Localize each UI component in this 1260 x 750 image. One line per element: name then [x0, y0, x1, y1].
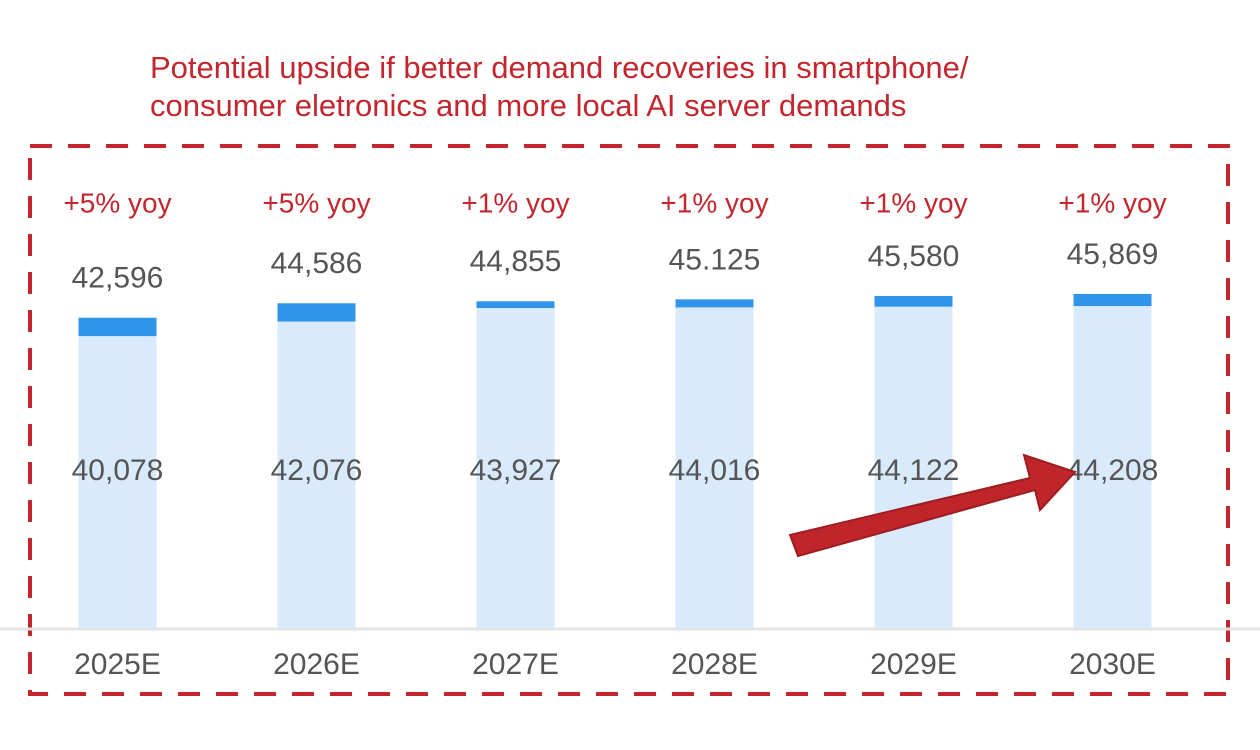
x-tick-label: 2030E [1069, 648, 1156, 681]
x-tick-label: 2027E [472, 648, 559, 681]
value-label: 45,869 [1067, 238, 1159, 271]
value-label: 40,078 [72, 454, 164, 487]
value-label: 44,122 [868, 454, 960, 487]
value-label: 42,076 [271, 454, 363, 487]
bar [675, 307, 754, 628]
x-tick-label: 2029E [870, 648, 957, 681]
bar [1073, 306, 1152, 628]
value-label: 44,586 [271, 247, 363, 280]
x-tick-label: 2026E [273, 648, 360, 681]
labels: 42,596 40,078 +5% yoy 2025E 44,586 42,076 +5% … [63, 187, 1166, 681]
highlight-frame [28, 144, 1230, 696]
bar [874, 306, 953, 628]
value-label: 44,855 [470, 245, 562, 278]
value-label: 44,016 [669, 454, 761, 487]
annotation: +5% yoy [63, 187, 171, 218]
bar [277, 321, 356, 628]
value-label: 42,596 [72, 262, 164, 295]
annotation: +1% yoy [461, 187, 569, 218]
value-label: 44,208 [1067, 454, 1159, 487]
annotation: +5% yoy [262, 187, 370, 218]
x-tick-label: 2028E [671, 648, 758, 681]
value-label: 43,927 [470, 454, 562, 487]
annotation: +1% yoy [1058, 187, 1166, 218]
value-label: 45,580 [868, 240, 960, 273]
bars [78, 293, 1152, 628]
value-label: 45.125 [669, 243, 761, 276]
trend-arrow [788, 453, 1077, 558]
chart-title: Potential upside if better demand recove… [150, 50, 969, 85]
arrow [788, 453, 1077, 558]
x-tick-label: 2025E [74, 648, 161, 681]
bar [78, 336, 157, 628]
annotation: +1% yoy [859, 187, 967, 218]
bar [476, 308, 555, 628]
chart-title: consumer eletronics and more local AI se… [150, 88, 906, 123]
annotation: +1% yoy [660, 187, 768, 218]
